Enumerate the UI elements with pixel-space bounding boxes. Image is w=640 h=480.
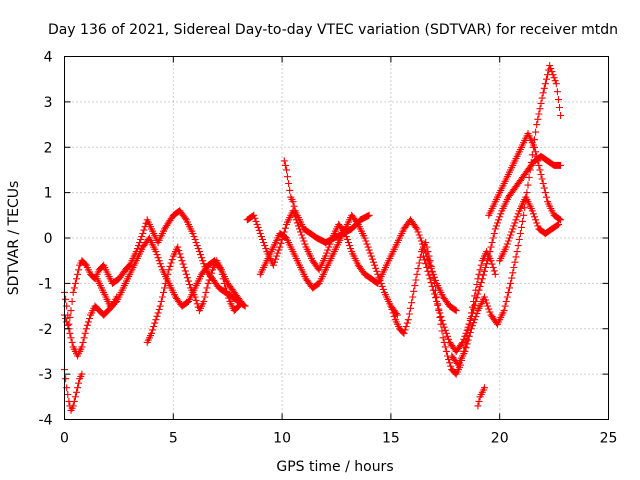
y-tick-label: 0 [44,231,53,247]
series-sat-g [256,211,401,319]
y-tick-label: -2 [39,322,53,338]
point-markers [280,157,373,246]
y-tick-label: 3 [44,95,53,111]
x-tick-label: 5 [169,431,178,447]
series-sat-l [474,384,488,410]
series-sat-k [448,62,565,369]
y-tick-label: -4 [39,413,53,429]
y-tick-label: 2 [44,140,53,156]
y-tick-label: -3 [39,367,53,383]
x-tick-label: 0 [60,431,69,447]
point-markers [256,211,401,319]
point-markers [474,384,488,410]
chart-title: Day 136 of 2021, Sidereal Day-to-day VTE… [48,22,618,38]
point-markers [448,62,565,369]
x-axis-label: GPS time / hours [276,459,393,475]
axis-ticks: 0 5 10 15 20 25 -4 -3 -2 -1 0 1 2 3 4 [39,50,618,447]
y-tick-label: 1 [44,186,53,202]
point-markers [485,130,565,224]
series-sat-h [280,157,373,246]
x-tick-label: 15 [382,431,400,447]
y-tick-label: -1 [39,276,53,292]
data-points [61,62,565,414]
series-sat-e [143,243,243,346]
series-sat-m [485,130,565,224]
point-markers [496,193,562,265]
x-tick-label: 20 [491,431,509,447]
series-sat-n [496,193,562,265]
point-markers [143,243,243,346]
x-tick-label: 10 [273,431,291,447]
y-tick-label: 4 [44,50,53,66]
y-axis-label: SDTVAR / TECUs [6,181,22,296]
x-tick-label: 25 [600,431,618,447]
